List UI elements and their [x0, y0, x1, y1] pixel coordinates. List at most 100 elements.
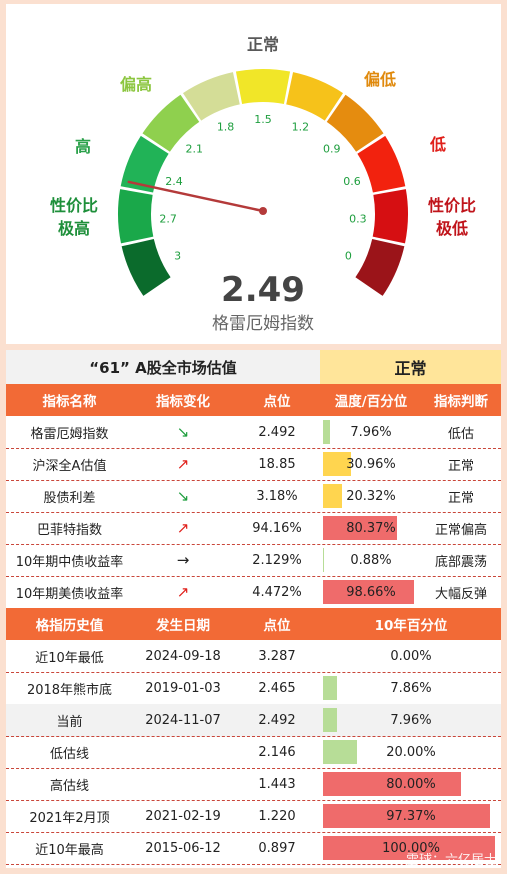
indicator-judgement-text: 大幅反弹 — [434, 586, 487, 602]
gauge-tick-label: 2.1 — [185, 142, 203, 155]
indicator-change-arrow-text: ↗ — [176, 455, 190, 473]
indicator-judgement-text: 正常 — [447, 458, 474, 474]
history-percentile-text: 20.00% — [386, 744, 436, 760]
indicator-point: 3.18% — [233, 480, 321, 512]
history-name-text: 当前 — [56, 714, 83, 730]
history-name: 近10年最低 — [6, 640, 133, 672]
gauge-tick-label: 3 — [174, 250, 181, 263]
table2-column-header: 格指历史值 — [6, 608, 133, 640]
history-point: 3.287 — [233, 640, 321, 672]
history-date-text: 2019-01-03 — [145, 680, 221, 696]
gauge-zone-label: 偏高 — [120, 75, 152, 94]
gauge-zone-label: 高 — [75, 137, 91, 156]
table2-column-header-text: 点位 — [263, 618, 291, 634]
table2-column-header-text: 格指历史值 — [35, 618, 104, 634]
indicator-name-text: 巴菲特指数 — [36, 522, 102, 538]
table2-row: 低估线 2.146 20.00% — [6, 736, 501, 769]
indicator-point-text: 18.85 — [258, 456, 296, 472]
table1-column-header-text: 指标判断 — [434, 394, 488, 410]
indicator-judgement: 正常偏高 — [421, 512, 501, 544]
gauge-segment — [117, 189, 154, 244]
table2-row: 近10年最低 2024-09-18 3.287 0.00% — [6, 640, 501, 673]
table2-column-header-text: 10年百分位 — [374, 618, 448, 634]
history-name: 低估线 — [6, 736, 133, 768]
indicator-point: 2.492 — [233, 416, 321, 448]
gauge-needle — [127, 180, 265, 213]
percentile-bar — [323, 420, 331, 444]
history-point-text: 2.465 — [258, 680, 296, 696]
gauge-segment — [235, 69, 291, 104]
gauge-tick-label: 2.4 — [165, 175, 183, 188]
table1-row: 股债利差 ↘ 3.18% 20.32% 正常 — [6, 480, 501, 513]
gauge-card: 3 2.7 2.4 2.1 1.8 1.5 1.2 0.9 0.6 0.3 0 性价比极高 高 偏高 正常偏… — [6, 4, 501, 344]
gauge-tick-label: 0.3 — [349, 213, 367, 226]
gauge-segment — [326, 94, 384, 152]
indicator-judgement: 正常 — [421, 448, 501, 480]
history-point-text: 2.146 — [258, 744, 296, 760]
history-percentile-bar — [323, 772, 461, 796]
watermark: 雪球：六亿居士 — [405, 853, 497, 868]
indicator-point-text: 4.472% — [252, 584, 302, 600]
table1-row: 格雷厄姆指数 ↘ 2.492 7.96% 低估 — [6, 416, 501, 449]
indicator-percentile: 7.96% — [321, 416, 421, 448]
indicator-name-text: 10年期美债收益率 — [15, 586, 124, 602]
gauge-segment — [121, 238, 171, 296]
indicator-percentile: 80.37% — [321, 512, 421, 544]
indicator-name: 沪深全A估值 — [6, 448, 133, 480]
history-name: 2018年熊市底 — [6, 672, 133, 704]
table1-title: “61” A股全市场估值 — [6, 350, 320, 384]
table1-row: 10年期中债收益率 → 2.129% 0.88% 底部震荡 — [6, 544, 501, 577]
history-date-text: 2024-11-07 — [145, 712, 221, 728]
table1-column-header: 温度/百分位 — [321, 384, 421, 416]
gauge-segment — [182, 72, 240, 121]
indicator-percentile: 98.66% — [321, 576, 421, 608]
history-percentile-bar — [323, 708, 337, 732]
percentile-bar — [323, 580, 414, 604]
history-percentile: 20.00% — [321, 736, 501, 768]
indicator-point-text: 94.16% — [252, 520, 302, 536]
table1-row: 沪深全A估值 ↗ 18.85 30.96% 正常 — [6, 448, 501, 481]
history-percentile-text: 80.00% — [386, 776, 436, 792]
history-point: 1.443 — [233, 768, 321, 800]
history-date: 2021-02-19 — [133, 800, 233, 832]
history-name-text: 近10年最低 — [35, 650, 104, 666]
history-name: 当前 — [6, 704, 133, 736]
indicator-percentile: 20.32% — [321, 480, 421, 512]
indicator-name: 10年期美债收益率 — [6, 576, 133, 608]
history-date — [133, 736, 233, 768]
indicator-change-arrow-text: ↘ — [176, 423, 190, 441]
history-percentile-text: 7.96% — [390, 712, 432, 728]
gauge-tick-label: 0.6 — [343, 175, 361, 188]
table1-column-header: 指标名称 — [6, 384, 133, 416]
indicator-name-text: 格雷厄姆指数 — [30, 426, 109, 442]
table1-title-row: “61” A股全市场估值 正常 — [6, 350, 501, 384]
history-percentile: 97.37% — [321, 800, 501, 832]
indicator-percentile-text: 7.96% — [350, 424, 392, 440]
history-percentile-bar — [323, 804, 491, 828]
indicator-judgement-text: 正常偏高 — [434, 522, 487, 538]
indicator-change-arrow: → — [133, 544, 233, 576]
gauge-zone-label: 偏低 — [364, 70, 396, 89]
gauge-segment — [372, 189, 408, 244]
gauge-tick-label: 1.5 — [254, 113, 272, 126]
indicator-percentile-text: 0.88% — [350, 552, 392, 568]
gauge-segment — [142, 94, 200, 152]
history-percentile-bar — [323, 676, 337, 700]
indicator-judgement-text: 底部震荡 — [434, 554, 487, 570]
history-point-text: 3.287 — [258, 648, 296, 664]
indicator-change-arrow-text: → — [176, 551, 190, 569]
indicator-name-text: 10年期中债收益率 — [15, 554, 124, 570]
gauge-zone-label: 性价比极低 — [428, 196, 476, 238]
history-percentile: 100.00% — [321, 832, 501, 864]
gauge-value: 2.49 — [221, 270, 305, 310]
indicator-point: 4.472% — [233, 576, 321, 608]
table1-column-header-text: 温度/百分位 — [334, 394, 408, 410]
gauge-tick-label: 1.8 — [217, 121, 235, 134]
indicator-change-arrow: ↘ — [133, 480, 233, 512]
indicator-name: 10年期中债收益率 — [6, 544, 133, 576]
gauge-needle-hub — [259, 207, 267, 215]
indicator-change-arrow-text: ↗ — [176, 519, 190, 537]
table1-row: 巴菲特指数 ↗ 94.16% 80.37% 正常偏高 — [6, 512, 501, 545]
indicator-name: 巴菲特指数 — [6, 512, 133, 544]
history-name-text: 高估线 — [49, 778, 89, 794]
